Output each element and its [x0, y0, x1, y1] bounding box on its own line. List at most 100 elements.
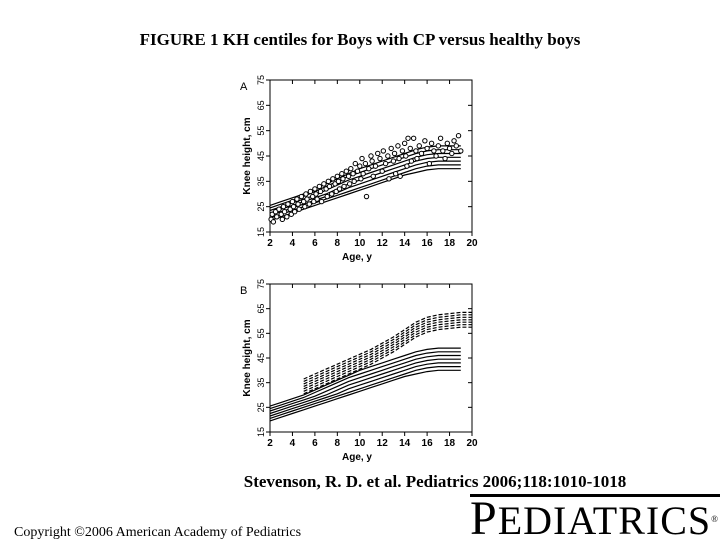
data-point — [426, 160, 433, 167]
x-tick-label: 20 — [466, 438, 478, 449]
data-point — [350, 171, 356, 177]
data-point — [306, 201, 312, 207]
data-point — [340, 176, 346, 182]
x-tick-label: 20 — [466, 238, 478, 249]
y-axis-title: Knee height, cm — [242, 319, 253, 396]
y-tick-label: 65 — [256, 304, 266, 314]
data-point — [399, 148, 406, 154]
data-point — [274, 214, 280, 220]
data-point — [304, 196, 310, 202]
logo-wordmark: PEDIATRICS® — [470, 494, 719, 541]
x-tick-label: 4 — [290, 238, 296, 249]
data-point — [302, 203, 308, 210]
data-point — [379, 168, 385, 174]
healthy-centile-line — [303, 319, 472, 387]
data-point — [401, 140, 408, 147]
citation: Stevenson, R. D. et al. Pediatrics 2006;… — [243, 472, 627, 491]
data-point — [339, 171, 345, 177]
pediatrics-logo: PEDIATRICS® — [470, 494, 720, 540]
data-point — [377, 155, 383, 162]
figure-title: FIGURE 1 KH centiles for Boys with CP ve… — [139, 30, 581, 49]
x-tick-label: 10 — [354, 438, 366, 449]
data-point — [397, 173, 403, 179]
data-point — [390, 158, 397, 164]
y-tick-label: 65 — [256, 100, 266, 110]
healthy-centile-line — [303, 314, 472, 382]
y-tick-label: 75 — [256, 75, 266, 85]
data-point — [386, 176, 392, 182]
data-point — [410, 135, 417, 141]
y-tick-label: 45 — [256, 151, 266, 161]
data-point — [418, 150, 425, 157]
data-point — [370, 173, 376, 179]
data-point — [303, 191, 309, 197]
panel-a: 2 4 6 8 10 12 14 16 18 20 15 25 35 45 55 65 75 A Age, y Kne… — [240, 75, 478, 263]
data-point — [422, 138, 428, 144]
logo-initial: P — [470, 494, 498, 541]
data-point — [279, 216, 286, 223]
data-point — [270, 219, 277, 225]
x-tick-label: 8 — [335, 238, 341, 249]
data-point — [382, 160, 389, 167]
y-tick-label: 25 — [256, 202, 266, 212]
x-tick-label: 12 — [377, 238, 389, 249]
data-point — [435, 143, 442, 149]
x-tick-label: 8 — [335, 438, 341, 449]
x-axis-title: Age, y — [342, 452, 372, 463]
x-tick-label: 18 — [444, 438, 456, 449]
data-point — [404, 163, 410, 169]
data-point — [326, 183, 333, 190]
y-tick-label: 35 — [256, 378, 266, 388]
data-point — [446, 145, 453, 152]
data-point — [405, 135, 411, 141]
logo-registered-mark: ® — [711, 514, 719, 524]
x-tick-label: 12 — [377, 438, 389, 449]
data-point — [281, 209, 288, 215]
data-point — [336, 186, 343, 192]
data-point — [341, 183, 347, 190]
data-point — [358, 176, 364, 182]
data-point — [321, 181, 327, 187]
data-point — [314, 196, 320, 202]
data-point — [395, 143, 401, 149]
y-tick-label: 25 — [256, 402, 266, 412]
plot-frame — [269, 283, 473, 433]
data-point — [416, 143, 422, 149]
cp-centile-line — [269, 347, 461, 407]
data-point — [354, 168, 361, 174]
data-point — [312, 186, 318, 192]
x-tick-label: 14 — [399, 438, 411, 449]
data-point — [318, 198, 325, 205]
x-tick-label: 16 — [422, 238, 434, 249]
data-point — [396, 155, 402, 162]
y-tick-label: 35 — [256, 176, 266, 186]
data-point — [280, 203, 287, 210]
y-tick-label: 55 — [256, 328, 266, 338]
data-point — [295, 201, 301, 207]
cp-centile-line — [269, 358, 461, 415]
data-point — [324, 193, 330, 200]
healthy-centile-line — [303, 321, 472, 390]
centile-line — [269, 168, 461, 222]
data-point — [296, 206, 302, 212]
data-point — [363, 193, 370, 200]
y-tick-label: 15 — [256, 427, 266, 437]
data-point — [391, 150, 398, 157]
data-point — [289, 198, 296, 205]
healthy-centile-line — [303, 324, 472, 392]
x-tick-label: 18 — [444, 238, 456, 249]
data-point — [329, 191, 335, 197]
x-tick-label: 10 — [354, 238, 366, 249]
data-point — [442, 155, 448, 162]
data-point — [317, 188, 324, 195]
data-point — [440, 148, 446, 154]
data-point — [316, 183, 323, 190]
data-point — [392, 171, 399, 177]
x-tick-label: 6 — [312, 238, 318, 249]
healthy-centile-line — [303, 326, 472, 395]
cp-centile-line — [269, 362, 461, 417]
y-tick-label: 55 — [256, 126, 266, 136]
y-axis-title: Knee height, cm — [242, 117, 253, 194]
copyright-notice: Copyright ©2006 American Academy of Pedi… — [14, 525, 302, 540]
x-tick-label: 2 — [267, 438, 273, 449]
